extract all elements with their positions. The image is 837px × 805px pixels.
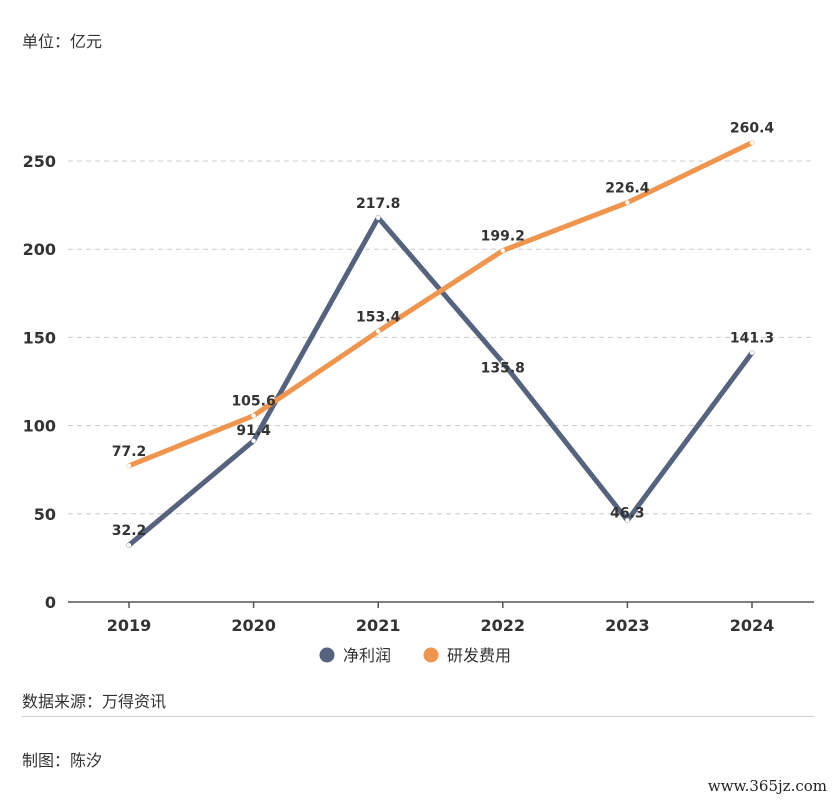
legend: 净利润 研发费用 bbox=[319, 646, 511, 665]
y-tick-label: 250 bbox=[23, 152, 56, 171]
x-tick-label: 2024 bbox=[730, 616, 775, 635]
y-axis-tick-labels: 0 50 100 150 200 250 bbox=[23, 152, 56, 612]
y-tick-label: 200 bbox=[23, 240, 56, 259]
data-label: 32.2 bbox=[112, 523, 147, 539]
legend-marker bbox=[423, 647, 439, 663]
data-source-note: 数据来源：万得资讯 bbox=[22, 692, 167, 711]
grid-lines bbox=[68, 160, 814, 515]
x-tick-label: 2019 bbox=[107, 616, 152, 635]
data-point bbox=[126, 463, 132, 469]
data-point bbox=[625, 200, 630, 205]
data-label: 105.6 bbox=[231, 394, 275, 410]
x-tick-label: 2022 bbox=[481, 616, 526, 635]
data-label: 199.2 bbox=[481, 229, 525, 245]
data-point bbox=[376, 329, 381, 334]
y-tick-label: 0 bbox=[45, 593, 56, 612]
data-point bbox=[749, 350, 755, 355]
axes bbox=[68, 601, 814, 608]
data-point bbox=[126, 542, 132, 548]
data-point bbox=[749, 140, 755, 145]
data-label: 217.8 bbox=[356, 196, 400, 212]
y-tick-label: 100 bbox=[23, 417, 56, 436]
unit-label: 单位：亿元 bbox=[22, 32, 103, 51]
chart-author-note: 制图：陈汐 bbox=[22, 751, 103, 770]
data-label: 260.4 bbox=[730, 121, 775, 137]
watermark-text: www.365jz.com bbox=[707, 777, 827, 795]
legend-label: 净利润 bbox=[343, 646, 391, 665]
x-tick-label: 2021 bbox=[356, 616, 401, 635]
series-line-0 bbox=[126, 215, 755, 548]
divider bbox=[22, 716, 814, 717]
data-point bbox=[500, 248, 505, 253]
y-tick-label: 50 bbox=[34, 505, 56, 524]
data-point bbox=[251, 438, 256, 443]
x-axis-tick-labels: 2019 2020 2021 2022 2023 2024 bbox=[107, 616, 775, 635]
data-label: 91.4 bbox=[236, 423, 271, 439]
data-label: 135.8 bbox=[481, 360, 525, 376]
x-tick-label: 2020 bbox=[231, 616, 276, 635]
data-labels: 32.2 91.4 217.8 135.8 46.3 141.3 77.2 105.6 153.… bbox=[112, 121, 775, 540]
legend-label: 研发费用 bbox=[447, 646, 511, 665]
data-label: 141.3 bbox=[730, 331, 774, 347]
data-point bbox=[625, 518, 630, 523]
legend-marker bbox=[319, 647, 335, 663]
data-point bbox=[251, 413, 256, 418]
series-line-1 bbox=[126, 140, 755, 469]
data-label: 46.3 bbox=[610, 505, 645, 521]
data-label: 153.4 bbox=[356, 309, 401, 325]
data-label: 226.4 bbox=[605, 181, 650, 197]
series-lines bbox=[126, 140, 755, 548]
data-point bbox=[376, 215, 381, 221]
y-tick-label: 150 bbox=[23, 328, 56, 347]
line-chart: 0 50 100 150 200 250 2019 2020 2021 2022 2023 2024… bbox=[23, 121, 814, 665]
data-point bbox=[500, 360, 505, 365]
data-label: 77.2 bbox=[112, 444, 147, 460]
x-tick-label: 2023 bbox=[605, 616, 650, 635]
